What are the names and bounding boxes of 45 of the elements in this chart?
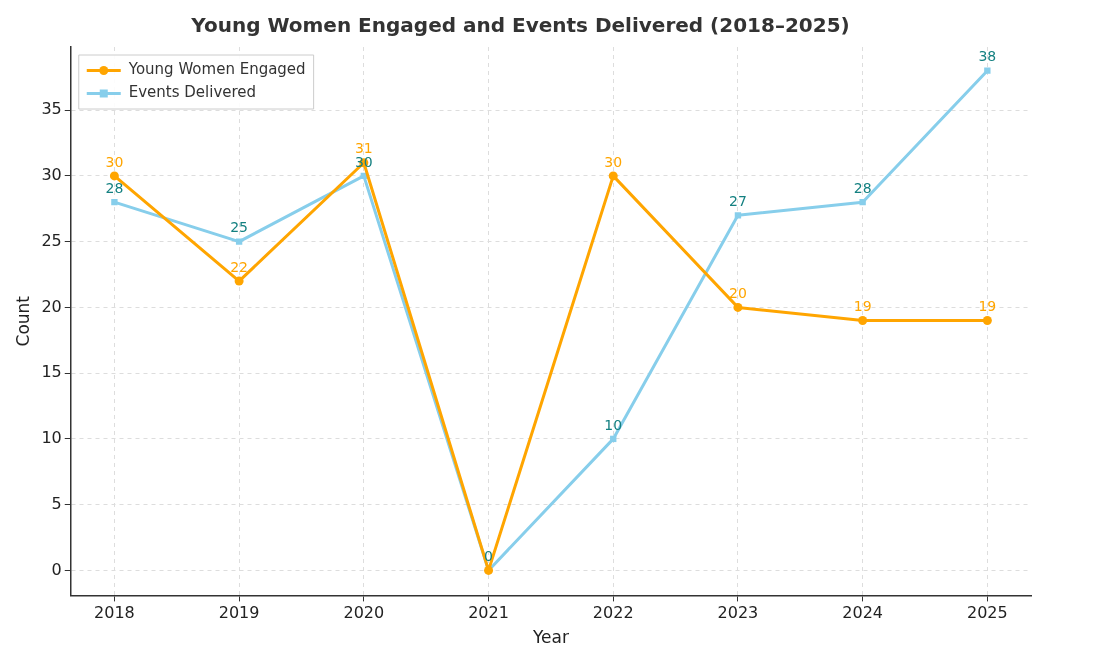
y-axis-title: Count xyxy=(12,295,33,347)
point xyxy=(235,238,243,245)
point xyxy=(608,171,618,181)
data-label: 28 xyxy=(105,179,124,196)
y-tick-label: 5 xyxy=(51,493,62,513)
data-label: 19 xyxy=(853,298,872,315)
point xyxy=(734,212,742,219)
y-tick-label: 35 xyxy=(41,99,62,119)
data-label: 19 xyxy=(978,298,997,315)
point xyxy=(858,316,868,326)
y-tick-label: 0 xyxy=(51,559,62,579)
y-tick-label: 10 xyxy=(41,428,62,448)
y-tick-label: 25 xyxy=(41,230,62,250)
y-tick-label: 15 xyxy=(41,362,62,382)
x-tick-label: 2025 xyxy=(966,603,1008,623)
data-label: 27 xyxy=(729,192,747,209)
data-label: 30 xyxy=(604,153,623,170)
data-label: 30 xyxy=(105,153,124,170)
data-label: 0 xyxy=(484,548,493,565)
data-label: 10 xyxy=(604,416,623,433)
x-tick-label: 2024 xyxy=(842,603,884,623)
data-label: 25 xyxy=(230,219,249,236)
y-tick-label: 20 xyxy=(41,296,62,316)
data-label: 22 xyxy=(230,258,249,275)
y-tick-label: 30 xyxy=(41,165,62,185)
point xyxy=(109,171,119,181)
x-tick-label: 2020 xyxy=(343,603,385,623)
data-label: 20 xyxy=(729,285,747,302)
chart-title: Young Women Engaged and Events Delivered (2018–2025) xyxy=(190,13,850,38)
legend-label: Events Delivered xyxy=(128,83,257,102)
point xyxy=(984,67,991,74)
point xyxy=(859,199,866,206)
point xyxy=(982,316,992,326)
legend-label: Young Women Engaged xyxy=(127,60,306,79)
data-label: 38 xyxy=(978,48,997,65)
x-tick-label: 2023 xyxy=(717,603,759,623)
x-tick-label: 2021 xyxy=(468,603,509,623)
x-tick-label: 2018 xyxy=(94,603,135,623)
x-tick-label: 2019 xyxy=(218,603,260,623)
x-axis-title: Year xyxy=(531,627,569,648)
point xyxy=(733,302,743,312)
point xyxy=(234,276,244,286)
data-label: 28 xyxy=(853,179,872,196)
point xyxy=(111,199,118,206)
x-tick-label: 2022 xyxy=(592,603,634,623)
